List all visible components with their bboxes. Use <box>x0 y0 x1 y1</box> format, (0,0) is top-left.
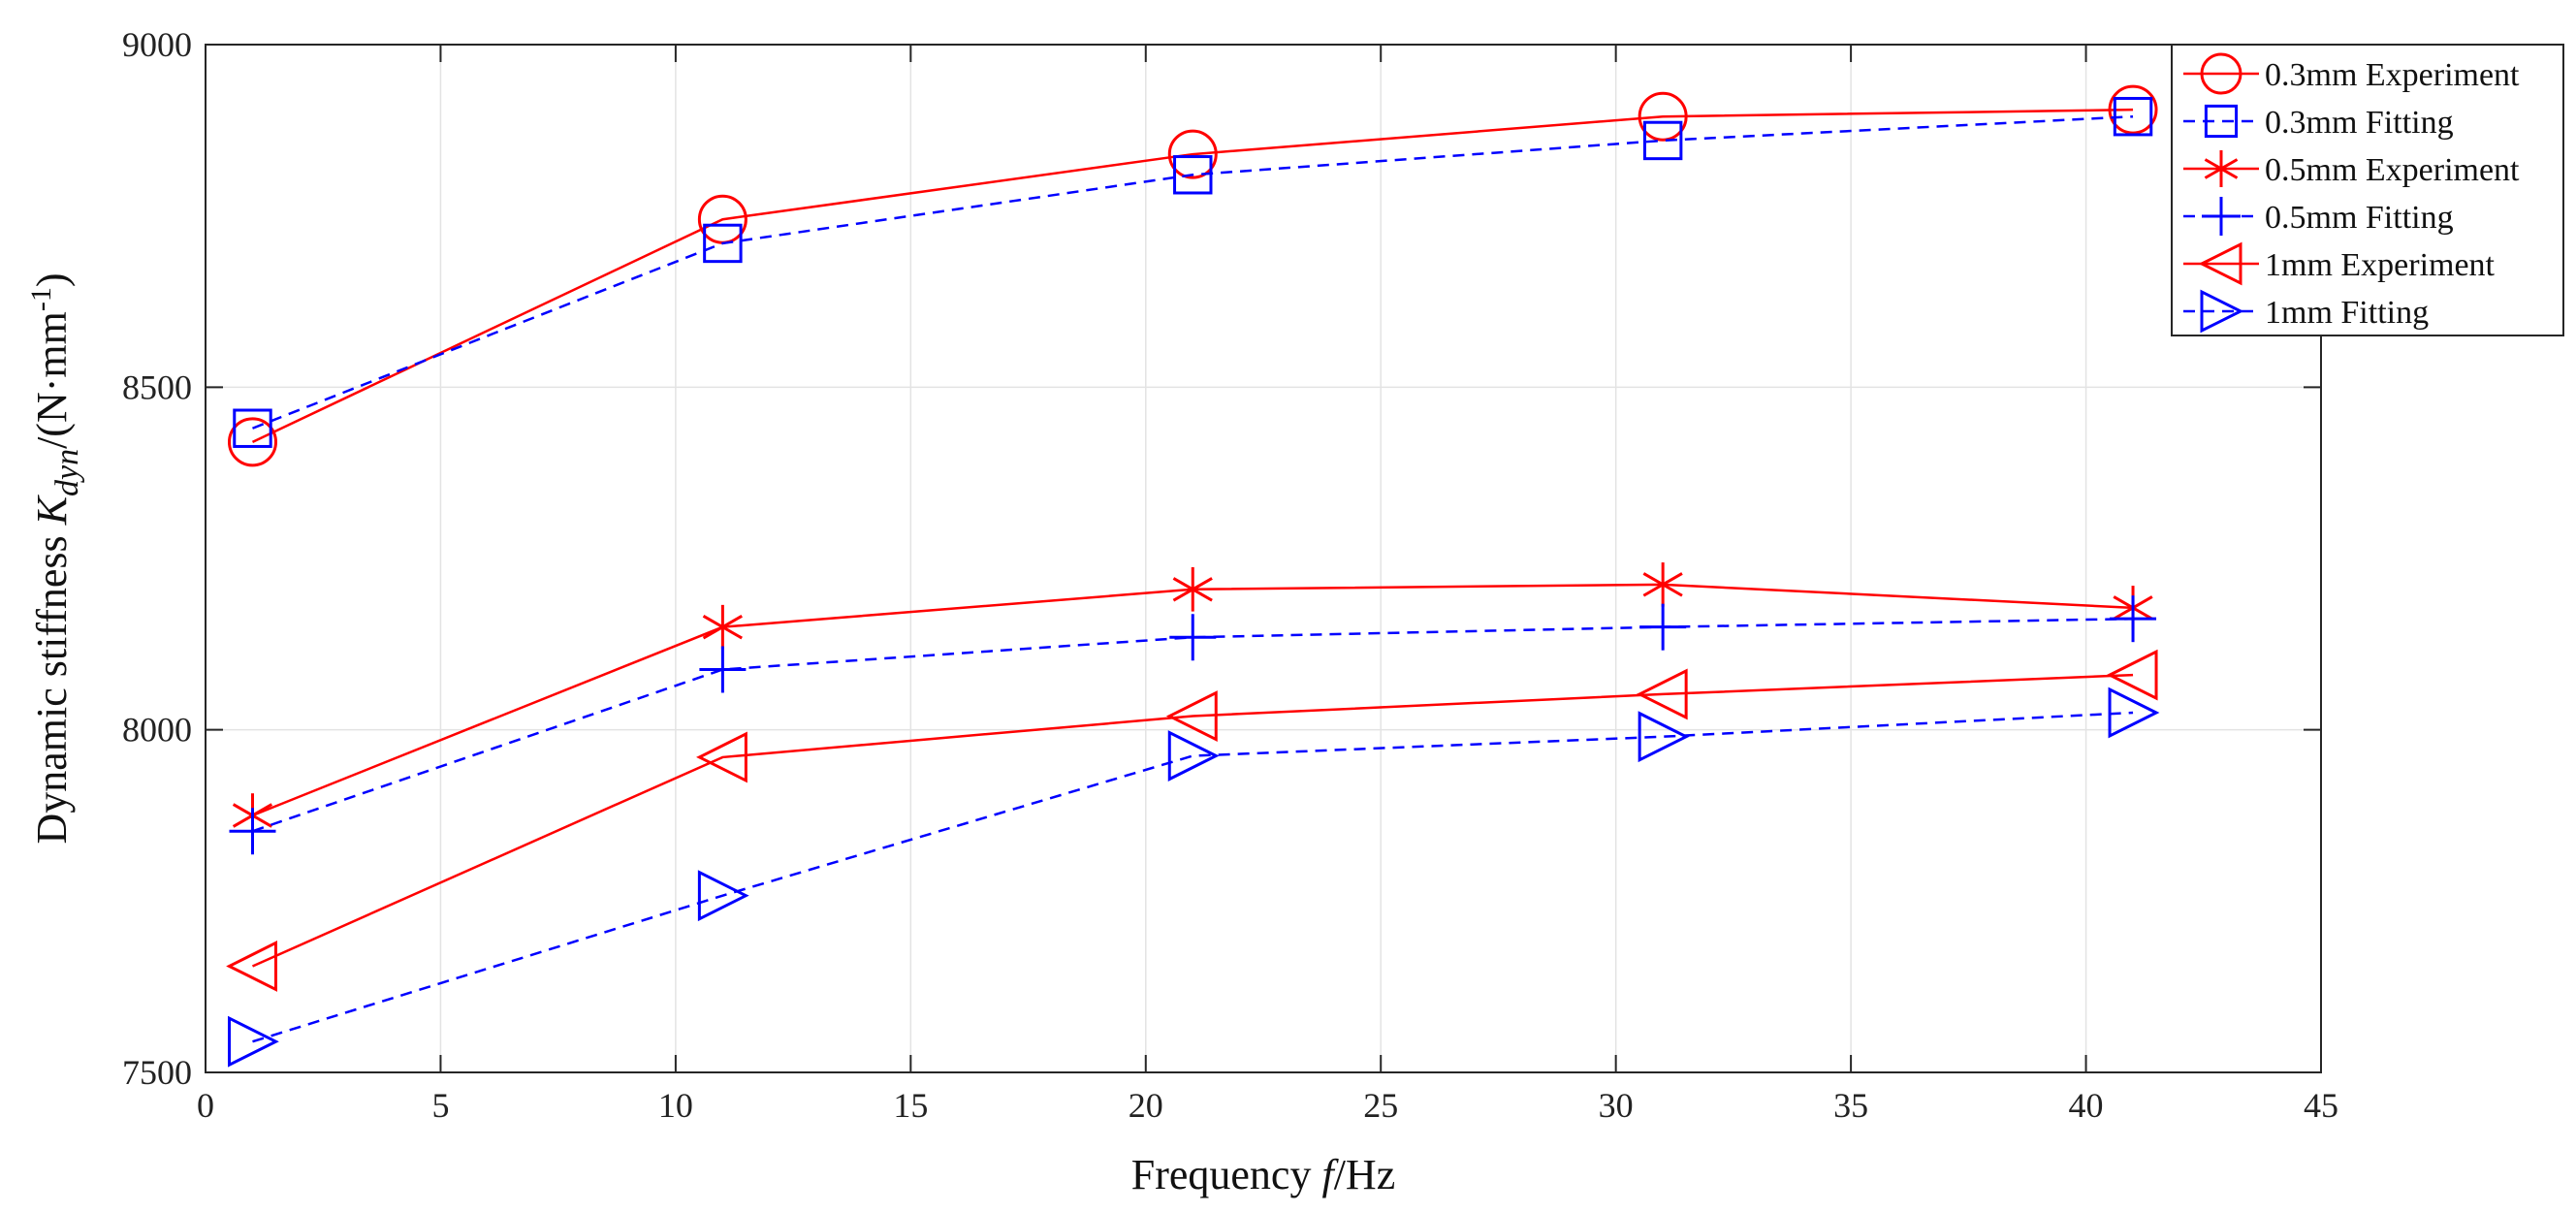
y-axis-title-subscript: dyn <box>49 449 85 496</box>
legend-item: 0.5mm Experiment <box>2183 150 2520 188</box>
x-tick-label: 25 <box>1363 1086 1398 1125</box>
series-0-3mm-fitting <box>233 96 2153 448</box>
y-tick-label: 8500 <box>122 367 192 406</box>
marker-triangle-right <box>2108 686 2160 739</box>
legend-label: 0.3mm Fitting <box>2265 105 2454 141</box>
marker-circle <box>2108 84 2158 135</box>
marker-plus <box>229 808 276 855</box>
marker-circle <box>1167 129 1218 179</box>
marker-triangle-left <box>696 731 747 783</box>
marker-asterisk <box>1172 567 1213 612</box>
marker-asterisk <box>1642 562 1683 607</box>
y-tick-label: 9000 <box>122 25 192 64</box>
marker-triangle-right <box>2200 289 2244 334</box>
marker-circle <box>227 417 277 467</box>
marker-plus <box>699 646 747 693</box>
marker-asterisk <box>2204 150 2239 187</box>
y-tick-label: 7500 <box>122 1053 192 1092</box>
legend-item: 0.3mm Experiment <box>2183 52 2520 95</box>
x-axis-title-unit: /Hz <box>1334 1151 1396 1198</box>
marker-asterisk-stroke <box>1172 577 1213 602</box>
plot-area-frame <box>205 44 2322 1073</box>
x-tick-label: 45 <box>2304 1086 2338 1125</box>
legend-label: 0.5mm Experiment <box>2265 152 2520 188</box>
marker-triangle-right <box>697 870 749 922</box>
marker-triangle-right <box>1638 711 1690 763</box>
marker-triangle-left <box>2106 649 2158 701</box>
y-tick-label: 8000 <box>122 711 192 750</box>
y-axis-title-unit-close: ) <box>28 272 76 287</box>
series-line <box>252 617 2134 833</box>
series-line <box>252 114 2134 430</box>
marker-plus <box>2202 197 2241 236</box>
legend-item: 1mm Experiment <box>2183 241 2496 286</box>
marker-square <box>1642 120 1683 161</box>
x-tick-label: 10 <box>658 1086 693 1125</box>
x-tick-label: 0 <box>197 1086 214 1125</box>
series-1mm-fitting <box>227 686 2160 1068</box>
marker-triangle-right <box>1167 730 1220 782</box>
y-axis-title-unit-open: /(N·mm <box>28 311 76 449</box>
series-group <box>226 84 2160 1068</box>
marker-square <box>2113 96 2153 137</box>
x-tick-label: 30 <box>1599 1086 1634 1125</box>
axis-ticks: 0 5 10 15 20 25 30 35 40 45 7500 8000 8500 9000 <box>122 25 2338 1125</box>
legend: 0.3mm Experiment 0.3mm Fitting 0.5mm Exper… <box>2171 44 2564 336</box>
x-tick-label: 15 <box>893 1086 928 1125</box>
legend-label: 1mm Fitting <box>2265 295 2429 331</box>
marker-triangle-left <box>1636 668 1688 720</box>
marker-asterisk-stroke <box>1642 572 1683 597</box>
marker-circle <box>2200 52 2242 95</box>
marker-plus <box>1639 603 1687 651</box>
series-line <box>251 108 2134 443</box>
series-1mm-experiment <box>226 649 2158 992</box>
legend-box <box>2171 44 2564 336</box>
marker-plus <box>2110 595 2157 643</box>
x-tick-label: 5 <box>431 1086 449 1125</box>
marker-triangle-left <box>2198 241 2242 286</box>
marker-asterisk-stroke <box>702 614 743 640</box>
x-axis-title: Frequency f/Hz <box>1131 1151 1395 1198</box>
marker-square <box>2204 104 2239 139</box>
y-axis-title-prefix: Dynamic stiffness <box>28 525 76 844</box>
marker-plus <box>1169 614 1217 661</box>
marker-square <box>233 408 272 448</box>
marker-square <box>1173 155 1213 195</box>
series-line <box>251 673 2134 968</box>
x-axis-title-prefix: Frequency <box>1131 1151 1322 1198</box>
legend-label: 1mm Experiment <box>2265 247 2496 283</box>
plot-area-background <box>206 45 2321 1072</box>
marker-asterisk-stroke <box>2204 158 2239 179</box>
series-line <box>252 711 2134 1043</box>
y-axis-title-symbol: K <box>28 494 76 526</box>
legend-item: 0.5mm Fitting <box>2183 197 2454 236</box>
marker-square <box>703 223 743 264</box>
x-tick-label: 35 <box>1833 1086 1868 1125</box>
y-axis-title: Dynamic stiffness Kdyn/(N·mm-1) <box>25 272 85 844</box>
legend-item: 0.3mm Fitting <box>2183 104 2454 141</box>
marker-triangle-left <box>226 941 277 992</box>
y-axis-title-superscript: -1 <box>25 287 57 311</box>
x-tick-label: 40 <box>2069 1086 2104 1125</box>
legend-item: 1mm Fitting <box>2183 289 2429 334</box>
marker-triangle-right <box>227 1015 279 1068</box>
legend-label: 0.3mm Experiment <box>2265 57 2520 93</box>
marker-asterisk <box>702 604 743 650</box>
series-0-5mm-fitting <box>229 595 2157 855</box>
marker-triangle-left <box>1165 690 1218 742</box>
legend-label: 0.5mm Fitting <box>2265 200 2454 236</box>
x-tick-label: 20 <box>1129 1086 1163 1125</box>
marker-circle <box>1638 91 1688 142</box>
y-axis-title-group: Dynamic stiffness Kdyn/(N·mm-1) <box>25 272 85 844</box>
